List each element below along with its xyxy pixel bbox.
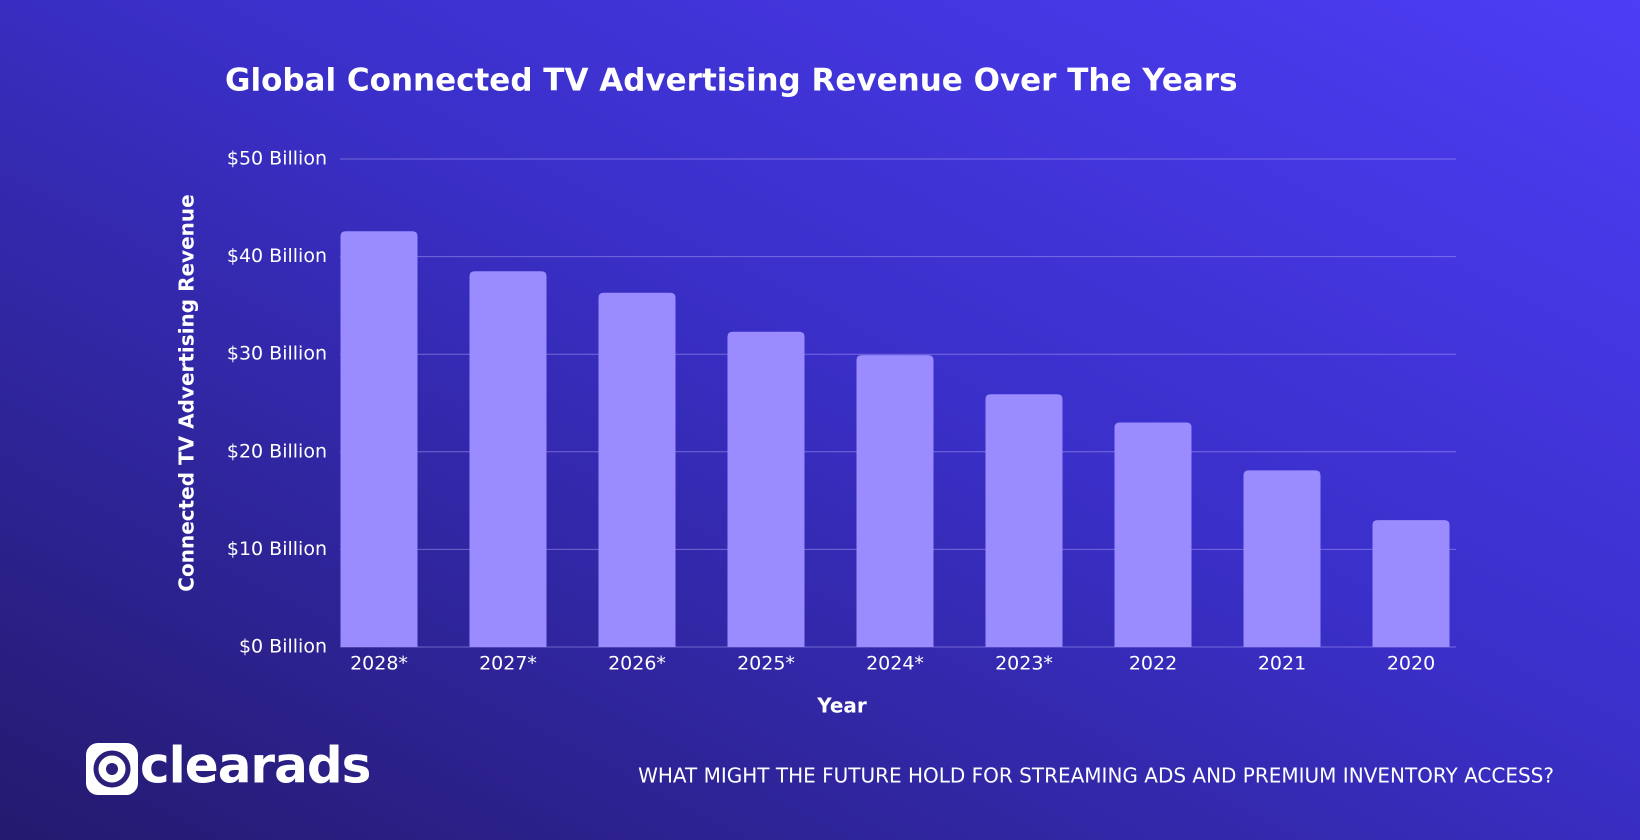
chart-title: Global Connected TV Advertising Revenue … xyxy=(225,63,1238,99)
y-tick-label: $20 Billion xyxy=(227,440,327,462)
x-tick-label: 2026* xyxy=(608,653,666,675)
x-tick-label: 2025* xyxy=(737,653,795,675)
bar xyxy=(856,355,934,647)
bar xyxy=(1243,470,1321,647)
y-tick-label: $40 Billion xyxy=(227,245,327,267)
y-axis-label: Connected TV Advertising Revenue xyxy=(175,194,199,591)
bar xyxy=(469,271,547,647)
bar xyxy=(340,231,418,647)
logo-dot xyxy=(106,763,118,775)
bar xyxy=(727,331,805,647)
bar xyxy=(1372,520,1450,647)
logo-ring xyxy=(93,750,131,788)
x-tick-label: 2028* xyxy=(350,653,408,675)
logo: clearads xyxy=(86,737,371,795)
x-tick-label: 2022 xyxy=(1129,653,1177,675)
y-tick-label: $0 Billion xyxy=(239,636,327,658)
x-tick-label: 2021 xyxy=(1258,653,1306,675)
x-tick-label: 2023* xyxy=(995,653,1053,675)
y-tick-label: $50 Billion xyxy=(227,148,327,170)
y-tick-label: $10 Billion xyxy=(227,538,327,560)
x-tick-label: 2027* xyxy=(479,653,537,675)
bar xyxy=(1114,422,1192,647)
x-axis-label: Year xyxy=(816,694,867,718)
y-tick-label: $30 Billion xyxy=(227,343,327,365)
bar xyxy=(598,292,676,647)
x-tick-label: 2020 xyxy=(1387,653,1435,675)
logo-text: clearads xyxy=(140,737,370,795)
bar xyxy=(985,394,1063,647)
x-tick-label: 2024* xyxy=(866,653,924,675)
tagline: WHAT MIGHT THE FUTURE HOLD FOR STREAMING… xyxy=(638,764,1554,788)
